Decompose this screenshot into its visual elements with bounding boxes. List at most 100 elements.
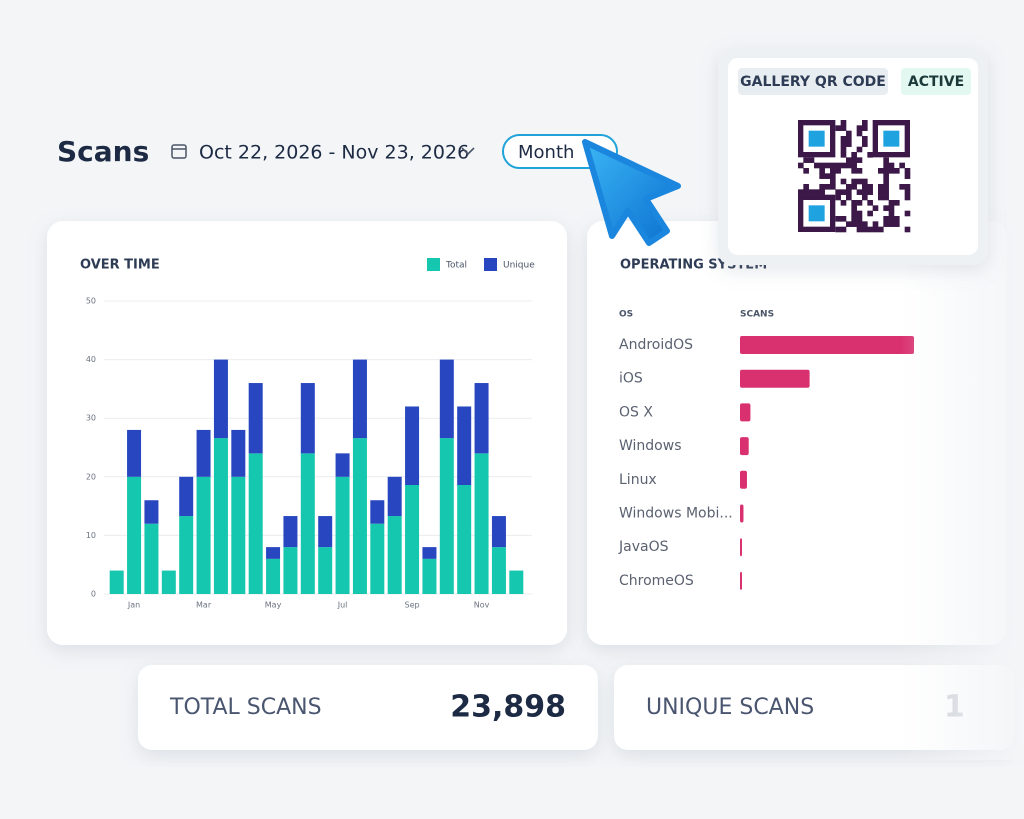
qr-module [904,194,911,201]
bar [179,516,194,594]
qr-module [904,226,911,233]
legend-swatch [427,258,440,271]
qr-module [856,216,863,222]
qr-finder-eye [808,205,825,222]
period-label[interactable]: Month [518,142,574,163]
qr-module [846,221,852,227]
bar [144,523,159,594]
bar [144,500,159,524]
qr-module [840,162,847,169]
bar [283,516,298,548]
qr-module [894,200,900,206]
qr-module [819,168,825,174]
bar [161,570,176,594]
bar [405,406,420,486]
qr-finder-eye [808,130,825,147]
qr-module [851,178,857,185]
bar [422,558,437,594]
qr-module [851,157,857,163]
qr-module [846,136,852,142]
qr-module [894,216,900,222]
qr-module [883,178,889,185]
qr-module [803,168,809,174]
bar [196,429,211,477]
qr-module [846,184,852,190]
qr-module [840,178,847,185]
qr-module [888,200,895,206]
qr-module [846,162,852,169]
stat-label: TOTAL SCANS [169,695,322,720]
qr-module [835,226,841,233]
bar [457,485,472,594]
qr-module [840,120,847,126]
qr-module [883,221,889,227]
qr-module [904,210,911,217]
qr-module [835,216,841,222]
bar [740,403,751,422]
bar [213,359,228,439]
qr-finder [798,119,836,158]
qr-module [856,157,863,163]
qr-module [830,168,836,174]
qr-module [867,200,873,206]
qr-name-badge [738,68,888,95]
qr-module [899,162,905,169]
qr-module [888,210,895,217]
qr-module [819,189,825,195]
bar [474,383,489,454]
calendar-icon [171,144,187,159]
os-label: AndroidOS [619,337,693,353]
qr-module [856,168,863,174]
qr-module [814,189,820,195]
legend-swatch [484,258,497,271]
qr-module [803,189,809,195]
qr-module [888,205,895,211]
qr-module [862,194,868,201]
qr-module [904,189,911,195]
cursor [582,139,681,246]
qr-module [856,125,863,131]
x-tick-label: May [265,601,282,610]
qr-module [867,184,873,190]
qr-module [867,226,873,233]
qr-module [830,178,836,185]
bar [231,429,246,477]
bar [740,504,744,523]
bar [740,336,914,354]
qr-module [808,189,815,195]
qr-module [819,184,825,190]
qr-module [878,184,884,190]
qr-module [840,216,847,222]
bar [509,570,524,594]
qr-module [872,221,879,227]
qr-module [888,168,895,174]
page-title: Scans [57,135,149,168]
dropdown-caret[interactable] [461,147,475,156]
qr-module [830,184,836,190]
qr-module [846,194,852,201]
qr-module [835,125,841,131]
bar [127,476,142,594]
qr-module [862,125,868,131]
bar [439,359,454,439]
status: ACTIVE [908,74,964,90]
bar [231,476,246,594]
qr-module [846,130,852,137]
qr-module [878,189,884,195]
qr-module [862,141,868,147]
bar [370,523,385,594]
bar [387,476,402,517]
date-range[interactable]: Oct 22, 2026 - Nov 23, 2026 [199,142,469,164]
qr-module [894,168,900,174]
qr-module [867,189,873,195]
bar [127,429,142,477]
qr-module [883,162,889,169]
bar [405,485,420,594]
legend-label: Total [445,261,467,271]
qr-module [878,168,884,174]
qr-module [888,216,895,222]
x-tick-label: Jul [337,601,348,610]
bar [439,438,454,594]
qr-module [824,162,831,169]
